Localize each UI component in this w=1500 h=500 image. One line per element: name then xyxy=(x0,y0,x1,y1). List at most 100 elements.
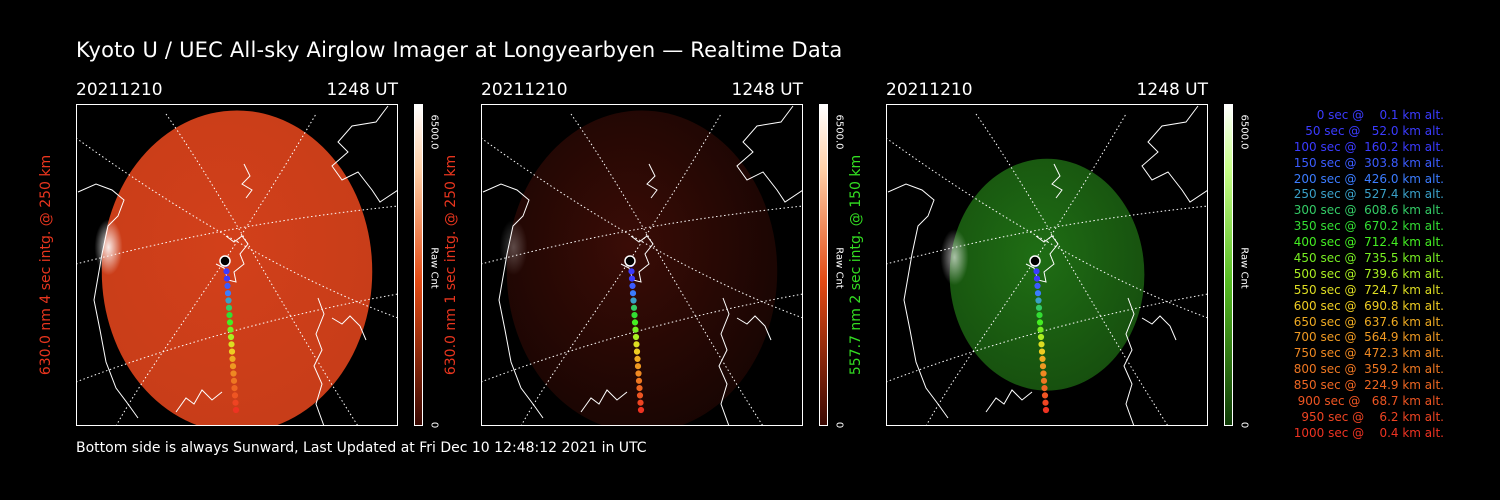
trajectory-point xyxy=(632,326,639,333)
trajectory-point xyxy=(224,290,232,297)
coastline xyxy=(646,163,658,199)
panel-ylabel: 630.0 nm 4 sec intg. @ 250 km xyxy=(38,154,54,376)
legend-item: 550 sec @ 724.7 km alt. xyxy=(1293,282,1444,297)
trajectory-point xyxy=(1042,406,1050,414)
trajectory-point xyxy=(227,326,234,333)
trajectory-point xyxy=(230,370,237,377)
legend-item: 900 sec @ 68.7 km alt. xyxy=(1297,394,1444,409)
colorbar-min: 0 xyxy=(833,421,845,429)
allsky-image[interactable] xyxy=(886,104,1208,426)
airglow-disc xyxy=(949,158,1145,391)
coastline xyxy=(331,105,398,203)
station-marker xyxy=(1029,255,1041,267)
trajectory-point xyxy=(1036,312,1043,319)
coastline xyxy=(1123,297,1135,426)
legend-item: 100 sec @ 160.2 km alt. xyxy=(1293,139,1444,154)
colorbar xyxy=(1224,104,1233,426)
grid-line xyxy=(886,205,1208,265)
legend-item: 200 sec @ 426.0 km alt. xyxy=(1293,171,1444,186)
panel-557-2sec: 20211210 1248 UT 557.7 nm 2 sec intg. @ … xyxy=(848,80,1286,430)
legend-item: 750 sec @ 472.3 km alt. xyxy=(1293,346,1444,361)
aurora-patch xyxy=(94,219,123,276)
colorbar xyxy=(414,104,423,426)
panel-630-1sec: 20211210 1248 UT 630.0 nm 1 sec intg. @ … xyxy=(443,80,881,430)
legend-item: 800 sec @ 359.2 km alt. xyxy=(1293,362,1444,377)
coastline xyxy=(1141,105,1208,203)
trajectory-point xyxy=(229,363,237,370)
trajectory-point xyxy=(227,333,235,341)
panel-time: 1248 UT xyxy=(1136,80,1209,100)
trajectory-point xyxy=(1038,348,1046,355)
trajectory-point xyxy=(637,399,644,406)
image-frame xyxy=(76,104,398,426)
station-marker xyxy=(219,255,231,267)
trajectory-point xyxy=(231,392,239,399)
trajectory-point xyxy=(628,275,636,282)
legend-item: 350 sec @ 670.2 km alt. xyxy=(1293,219,1444,234)
panel-date: 20211210 xyxy=(886,80,973,100)
allsky-image[interactable] xyxy=(76,104,398,426)
legend-item: 1000 sec @ 0.4 km alt. xyxy=(1293,425,1444,440)
panel-630-4sec: 20211210 1248 UT 630.0 nm 4 sec intg. @ … xyxy=(38,80,476,430)
trajectory-point xyxy=(1041,385,1048,392)
trajectory-point xyxy=(1035,304,1043,311)
trajectory-point xyxy=(226,312,233,319)
trajectory-point xyxy=(1038,341,1045,348)
trajectory-point xyxy=(1034,290,1042,297)
trajectory-point xyxy=(630,304,638,311)
trajectory-point xyxy=(223,268,230,275)
grid-line xyxy=(886,137,1208,319)
coastline xyxy=(736,105,803,203)
trajectory-point xyxy=(1033,268,1040,275)
trajectory-point xyxy=(1040,377,1048,384)
legend-item: 500 sec @ 739.6 km alt. xyxy=(1293,266,1444,281)
allsky-image[interactable] xyxy=(481,104,803,426)
panel-ylabel: 630.0 nm 1 sec intg. @ 250 km xyxy=(443,154,459,376)
station-marker xyxy=(624,255,636,267)
panel-time: 1248 UT xyxy=(731,80,804,100)
coastline xyxy=(313,297,325,426)
legend-item: 50 sec @ 52.0 km alt. xyxy=(1305,123,1444,138)
airglow-disc xyxy=(101,110,373,426)
trajectory-point xyxy=(223,275,231,282)
airglow-disc xyxy=(506,110,778,426)
trajectory-legend: 0 sec @ 0.1 km alt. 50 sec @ 52.0 km alt.… xyxy=(1262,108,1444,442)
trajectory-point xyxy=(634,355,641,362)
coastline xyxy=(241,163,253,199)
trajectory-point xyxy=(226,319,234,326)
coastline xyxy=(887,183,949,419)
footer-note: Bottom side is always Sunward, Last Upda… xyxy=(76,440,647,456)
trajectory-point xyxy=(1036,319,1044,326)
legend-item: 950 sec @ 6.2 km alt. xyxy=(1301,409,1444,424)
colorbar-max: 6500.0 xyxy=(833,114,845,150)
trajectory-point xyxy=(1041,392,1049,399)
grid-line xyxy=(76,137,398,319)
grid-line xyxy=(481,137,803,319)
trajectory-point xyxy=(224,282,231,289)
colorbar xyxy=(819,104,828,426)
legend-item: 0 sec @ 0.1 km alt. xyxy=(1316,108,1444,122)
colorbar-max: 6500.0 xyxy=(1238,114,1250,150)
trajectory-point xyxy=(636,385,643,392)
coastline xyxy=(985,389,1033,413)
trajectory-point xyxy=(1037,333,1045,341)
legend-item: 250 sec @ 527.4 km alt. xyxy=(1293,187,1444,202)
panel-date: 20211210 xyxy=(76,80,163,100)
colorbar-min: 0 xyxy=(428,421,440,429)
grid-line xyxy=(76,205,398,265)
coastline xyxy=(718,297,730,426)
panel-ylabel: 557.7 nm 2 sec intg. @ 150 km xyxy=(848,154,864,376)
coastline xyxy=(1141,315,1177,341)
trajectory-point xyxy=(232,406,240,414)
colorbar-unit: Raw Cnt xyxy=(1238,247,1250,289)
grid-line xyxy=(165,113,359,426)
colorbar-min: 0 xyxy=(1238,421,1250,429)
trajectory-point xyxy=(634,363,642,370)
coastline xyxy=(1051,163,1063,199)
aurora-patch xyxy=(499,219,528,276)
legend-item: 400 sec @ 712.4 km alt. xyxy=(1293,235,1444,250)
trajectory-point xyxy=(1040,370,1047,377)
trajectory-point xyxy=(1042,399,1049,406)
colorbar-unit: Raw Cnt xyxy=(428,247,440,289)
trajectory-point xyxy=(629,290,637,297)
